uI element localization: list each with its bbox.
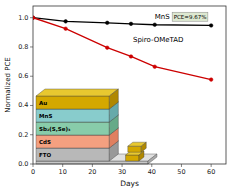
contact-front: [126, 155, 139, 161]
layer-label: Au: [39, 100, 47, 106]
x-tick: [211, 164, 212, 167]
series-marker: [209, 24, 213, 28]
y-tick: [30, 134, 33, 135]
layer-front: [36, 135, 109, 148]
series-marker: [105, 21, 109, 25]
contact: [126, 151, 144, 161]
y-tick: [30, 46, 33, 47]
base-slab-front: [36, 161, 148, 164]
data-layer: [33, 16, 213, 81]
y-tick-label: 0.6: [18, 72, 28, 80]
series-marker: [153, 23, 157, 27]
series-line: [33, 18, 211, 80]
layer-label: Sb₂(S,Se)₃: [39, 126, 71, 132]
x-tick: [92, 164, 93, 167]
y-tick: [30, 105, 33, 106]
x-tick: [122, 164, 123, 167]
layer-side: [109, 89, 118, 109]
y-tick: [30, 17, 33, 18]
layer-top: [36, 89, 118, 96]
chart: FTO CdS Sb₂(S,Se)₃ MnS Au 0 10 20 30 40 50 60 0.0 0.2…: [0, 0, 234, 189]
plot-frame: [33, 6, 226, 164]
x-tick: [181, 164, 182, 167]
x-tick-label: 0: [31, 168, 35, 176]
device-schematic: [36, 89, 157, 164]
y-tick: [30, 164, 33, 165]
x-tick-label: 20: [88, 168, 96, 176]
series-marker: [129, 22, 133, 26]
layer: [36, 89, 118, 109]
x-tick: [151, 164, 152, 167]
series-marker: [33, 16, 35, 20]
pce-box-bg: [172, 12, 208, 21]
base-slab-side: [148, 154, 157, 164]
contact-side: [141, 142, 146, 152]
series-marker: [209, 78, 213, 82]
y-tick-label: 1.0: [18, 14, 28, 22]
series-marker: [64, 20, 68, 24]
layer-front: [36, 96, 109, 109]
x-tick-label: 40: [148, 168, 156, 176]
x-tick-label: 50: [177, 168, 185, 176]
y-tick: [30, 76, 33, 77]
pce-box: PCE=9.67%: [172, 12, 208, 21]
series-label: Spiro-OMeTAD: [133, 36, 183, 44]
y-tick-label: 0.8: [18, 43, 28, 51]
y-tick-label: 0.4: [18, 101, 28, 109]
series-marker: [153, 65, 157, 69]
y-axis-label: Normalized PCE: [4, 57, 12, 112]
layer-front: [36, 109, 109, 122]
series-marker: [105, 46, 109, 50]
contact: [128, 142, 146, 152]
layer-front: [36, 122, 109, 135]
series-label: MnS: [155, 13, 170, 21]
y-tick-label: 0.0: [18, 160, 28, 168]
layer-label: FTO: [39, 152, 52, 158]
series-marker: [129, 55, 133, 59]
layer-front: [36, 148, 109, 161]
series-marker: [33, 16, 35, 20]
layer-label: MnS: [39, 113, 52, 119]
x-axis-label: Days: [120, 179, 139, 188]
contact-front: [128, 146, 141, 152]
x-tick-label: 30: [118, 168, 126, 176]
x-tick: [62, 164, 63, 167]
x-tick-label: 60: [207, 168, 215, 176]
contact-side: [139, 151, 144, 161]
x-tick-label: 10: [59, 168, 67, 176]
series-marker: [64, 27, 68, 31]
layer-label: CdS: [39, 139, 51, 145]
annotation: PCE=9.67%: [174, 14, 207, 20]
x-tick: [33, 164, 34, 167]
y-tick-label: 0.2: [18, 131, 28, 139]
